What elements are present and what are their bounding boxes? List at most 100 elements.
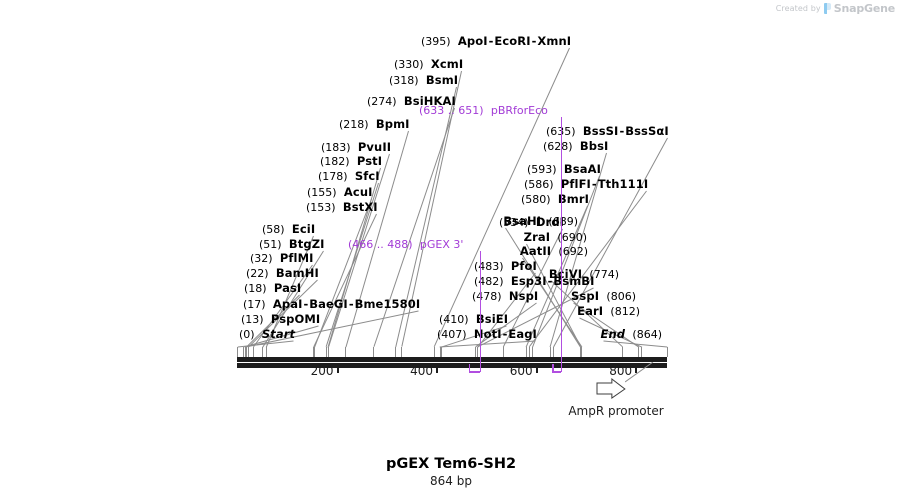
enzyme-separator: - — [547, 274, 553, 288]
ampr-promoter-label: AmpR promoter — [568, 404, 664, 418]
site-tick — [622, 347, 624, 357]
site-position: (153) — [306, 201, 336, 214]
site-position: (482) — [474, 275, 504, 288]
site-position: (806) — [606, 290, 636, 303]
restriction-site-label[interactable]: (182) PstI — [320, 154, 383, 169]
site-position: (51) — [259, 238, 282, 251]
leader-line — [603, 340, 668, 348]
enzyme-name: NspI — [508, 289, 539, 303]
restriction-site-label[interactable]: (593) BsaAI — [527, 163, 601, 177]
enzyme-name: EarI — [577, 304, 604, 318]
feature-label[interactable]: (466 .. 488) pGEX 3' — [348, 238, 463, 251]
restriction-site-label[interactable]: (410) BsiEI — [439, 313, 508, 327]
ampr-connector — [625, 362, 654, 383]
restriction-site-label[interactable]: (586) PflFI-Tth111I — [524, 177, 648, 192]
restriction-site-label[interactable]: (17) ApaI-BaeGI-Bme1580I — [243, 297, 421, 312]
site-position: (534) — [499, 216, 529, 229]
feature-label[interactable]: (633 .. 651) pBRforEco — [419, 104, 548, 117]
enzyme-name: BamHI — [275, 266, 319, 280]
site-position: (812) — [610, 305, 640, 318]
enzyme-name: BsiHKAI — [403, 94, 456, 108]
restriction-site-label[interactable]: (218) BpmI — [339, 117, 410, 132]
restriction-site-label[interactable]: BsaHI (689) — [503, 215, 578, 229]
site-position: (478) — [472, 290, 502, 303]
restriction-site-label[interactable]: (534) DrdI — [499, 215, 565, 230]
enzyme-name: DrdI — [535, 215, 565, 229]
enzyme-name: Bme1580I — [354, 297, 421, 311]
feature-span-end — [552, 364, 554, 373]
restriction-site-label[interactable]: AatII (692) — [520, 245, 588, 259]
site-position: (395) — [421, 35, 451, 48]
restriction-site-label[interactable]: (330) XcmI — [394, 58, 463, 72]
site-position: (580) — [521, 193, 551, 206]
site-tick — [345, 347, 347, 357]
restriction-site-label[interactable]: (580) BmrI — [521, 193, 589, 207]
restriction-site-label[interactable]: (153) BstXI — [306, 200, 378, 215]
restriction-site-label[interactable]: (628) BbsI — [543, 140, 608, 154]
restriction-site-label[interactable]: (635) BssSI-BssSαI — [546, 125, 669, 139]
watermark-prefix: Created by — [775, 4, 821, 13]
enzyme-name: SfcI — [354, 169, 380, 183]
enzyme-name: EagI — [508, 327, 537, 341]
site-position: (692) — [558, 245, 588, 258]
enzyme-separator: - — [531, 34, 537, 48]
enzyme-name: End — [600, 327, 626, 341]
enzyme-name: PvuII — [357, 140, 392, 154]
site-tick — [525, 347, 527, 357]
site-tick — [641, 347, 643, 357]
watermark-brand: SnapGene — [833, 2, 895, 15]
restriction-site-label[interactable]: End (864) — [600, 327, 662, 342]
plasmid-length: 864 bp — [430, 474, 472, 488]
site-position: (593) — [527, 163, 557, 176]
backbone-line — [237, 357, 667, 362]
backbone-line — [237, 363, 667, 368]
site-position: (628) — [543, 140, 573, 153]
restriction-site-label[interactable]: (183) PvuII — [321, 140, 392, 155]
restriction-site-label[interactable]: (318) BsmI — [389, 73, 459, 88]
enzyme-name: BstXI — [342, 200, 378, 214]
enzyme-name: PstI — [356, 154, 383, 168]
site-tick — [237, 347, 238, 357]
enzyme-name: EciI — [291, 222, 316, 236]
restriction-site-label[interactable]: (407) NotI-EagI — [437, 327, 537, 342]
restriction-site-label[interactable]: (32) PflMI — [250, 252, 314, 266]
site-position: (689) — [548, 215, 578, 228]
restriction-site-label[interactable]: (22) BamHI — [246, 266, 319, 281]
restriction-site-label[interactable]: (395) ApoI-EcoRI-XmnI — [421, 34, 571, 49]
ruler-tick-label: 800 — [609, 364, 633, 378]
restriction-site-label[interactable]: ZraI (690) — [524, 231, 587, 245]
site-position: (635) — [546, 125, 576, 138]
restriction-site-label[interactable]: (274) BsiHKAI — [367, 94, 456, 109]
enzyme-name: AcuI — [343, 185, 373, 199]
restriction-site-label[interactable]: (0) Start — [239, 328, 295, 342]
restriction-site-label[interactable]: (482) Esp3I-BsmBI — [474, 274, 595, 289]
restriction-site-label[interactable]: (51) BtgZI — [259, 238, 325, 252]
site-position: (774) — [589, 268, 619, 281]
site-position: (32) — [250, 252, 273, 265]
restriction-site-label[interactable]: (178) SfcI — [318, 169, 380, 184]
ruler-tick — [336, 364, 339, 373]
site-position: (330) — [394, 58, 424, 71]
enzyme-name: BsmBI — [553, 274, 595, 288]
page-title: pGEX Tem6-SH2 — [385, 456, 517, 472]
restriction-site-label[interactable]: EarI (812) — [577, 304, 640, 319]
restriction-site-label[interactable]: (18) PasI — [244, 282, 301, 296]
restriction-site-label[interactable]: (58) EciI — [262, 222, 316, 237]
ampr-promoter-arrow-icon[interactable] — [596, 378, 627, 400]
site-position: (410) — [439, 313, 469, 326]
site-tick — [314, 347, 316, 357]
feature-name: pBRforEco — [490, 104, 548, 117]
enzyme-name: BsmI — [425, 73, 459, 87]
restriction-site-label[interactable]: (483) PfoI — [474, 260, 537, 274]
restriction-site-label[interactable]: (13) PspOMI — [241, 313, 320, 327]
restriction-site-label[interactable]: (155) AcuI — [307, 185, 373, 200]
enzyme-name: BpmI — [375, 117, 410, 131]
restriction-site-label[interactable]: (478) NspI — [472, 289, 539, 304]
site-position: (182) — [320, 155, 350, 168]
restriction-site-label[interactable]: SspI (806) — [571, 290, 636, 304]
restriction-site-label[interactable]: BciVI (774) — [549, 268, 619, 282]
site-tick — [325, 347, 327, 357]
site-tick — [252, 347, 254, 357]
enzyme-name: PflFI — [560, 177, 591, 191]
feature-range: (466 .. 488) — [348, 238, 413, 251]
